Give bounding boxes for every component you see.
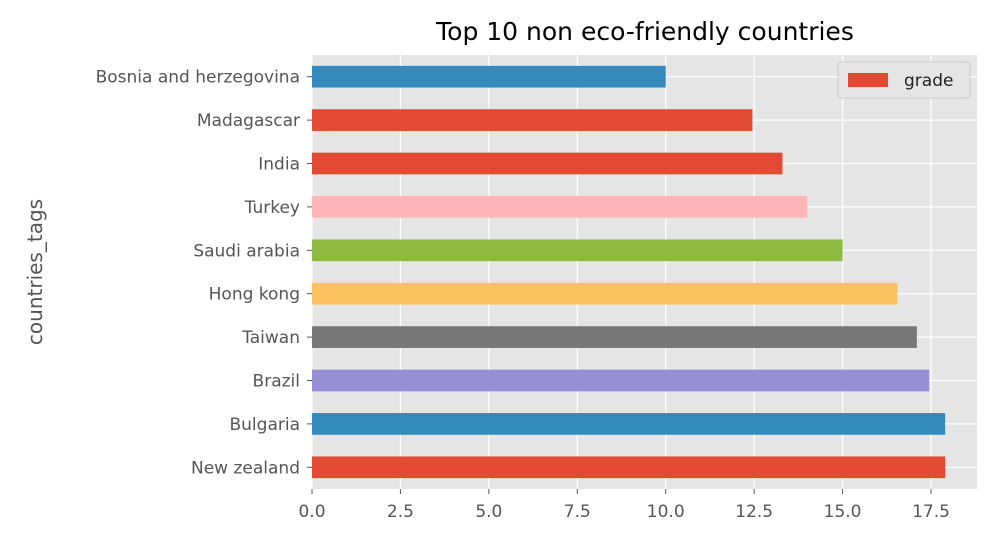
legend: grade bbox=[837, 61, 971, 99]
legend-swatch bbox=[848, 73, 888, 87]
y-tick-label: Bosnia and herzegovina bbox=[96, 68, 300, 88]
bar-india bbox=[312, 152, 783, 175]
legend-label: grade bbox=[904, 71, 953, 91]
y-tick-label: Madagascar bbox=[197, 111, 300, 131]
x-tick-label: 12.5 bbox=[735, 502, 773, 522]
bar-turkey bbox=[312, 196, 808, 218]
bars bbox=[312, 65, 946, 479]
bar-brazil bbox=[312, 369, 930, 392]
x-tick-labels: 0.0 2.5 5.0 7.5 10.0 12.5 15.0 17.5 bbox=[298, 489, 950, 522]
y-tick-label: Saudi arabia bbox=[193, 241, 300, 261]
x-tick-label: 7.5 bbox=[564, 502, 591, 522]
y-axis-label: countries_tags bbox=[23, 199, 47, 345]
y-tick-label: Turkey bbox=[244, 198, 300, 218]
bar-madagascar bbox=[312, 109, 753, 131]
y-tick-labels: New zealand Bulgaria Brazil Taiwan Hong kong… bbox=[96, 68, 312, 478]
bar-bulgaria bbox=[312, 413, 946, 435]
y-tick-label: New zealand bbox=[191, 458, 300, 478]
legend-box bbox=[837, 61, 971, 99]
y-tick-label: Taiwan bbox=[241, 328, 300, 348]
bar-taiwan bbox=[312, 326, 917, 348]
x-tick-label: 17.5 bbox=[912, 502, 950, 522]
bar-hong-kong bbox=[312, 282, 898, 305]
bar-new-zealand bbox=[312, 456, 946, 479]
x-tick-label: 2.5 bbox=[387, 502, 414, 522]
x-tick-label: 15.0 bbox=[824, 502, 862, 522]
x-tick-label: 10.0 bbox=[647, 502, 685, 522]
bar-saudi-arabia bbox=[312, 239, 843, 262]
bar-bosnia-and-herzegovina bbox=[312, 65, 666, 88]
y-tick-label: India bbox=[258, 155, 300, 175]
y-tick-label: Hong kong bbox=[209, 285, 300, 305]
y-tick-label: Bulgaria bbox=[230, 415, 301, 435]
x-tick-label: 5.0 bbox=[475, 502, 502, 522]
x-tick-label: 0.0 bbox=[298, 502, 325, 522]
chart-title: Top 10 non eco-friendly countries bbox=[435, 17, 854, 46]
y-tick-label: Brazil bbox=[253, 372, 300, 392]
